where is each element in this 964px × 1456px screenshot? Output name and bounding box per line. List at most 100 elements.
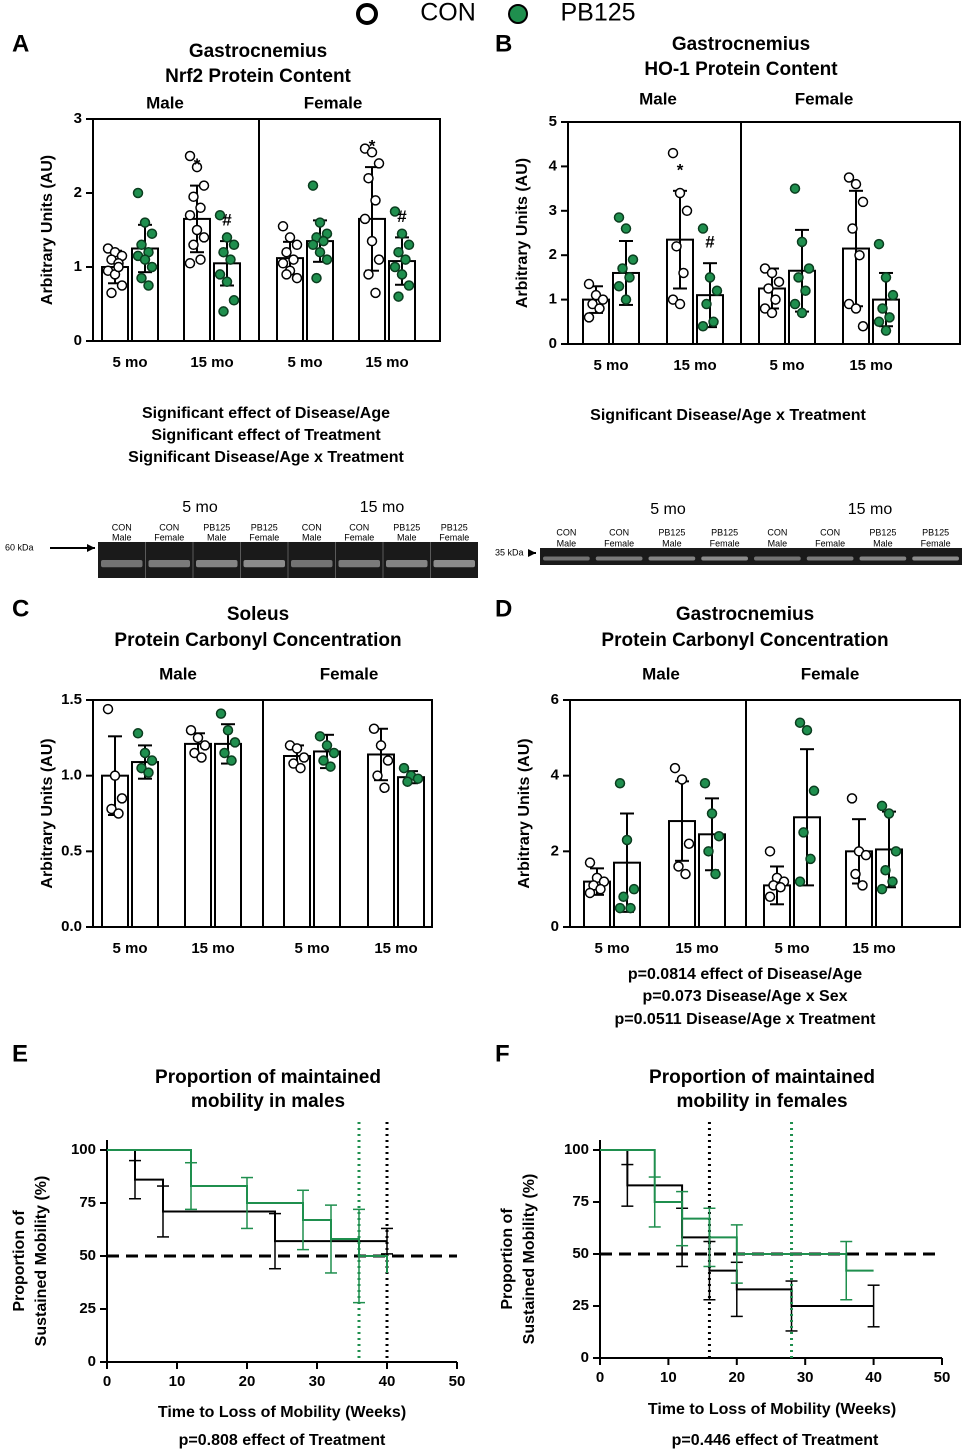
data-point (673, 861, 684, 872)
data-point (613, 212, 625, 223)
data-point (221, 276, 233, 288)
data-point (583, 278, 595, 290)
data-point (228, 295, 240, 306)
y-axis-label: Arbitrary Units (AU) (514, 158, 531, 308)
x-axis-label: Time to Loss of Mobility (Weeks) (648, 1401, 896, 1418)
x-tick-label: 40 (379, 1373, 396, 1390)
plot-frame (92, 118, 441, 342)
y-tick-label: 0 (581, 1349, 589, 1366)
data-point (198, 232, 210, 243)
data-point (314, 217, 326, 228)
x-tick-label: 15 mo (673, 357, 716, 374)
data-point (288, 254, 299, 265)
mw-marker: 35 kDa (495, 547, 524, 557)
data-point (625, 902, 636, 914)
note: p=0.073 Disease/Age x Sex (642, 988, 847, 1005)
chart-title: mobility in males (191, 1091, 345, 1112)
y-tick-label: 1 (74, 258, 82, 275)
chart-title: HO-1 Protein Content (644, 59, 838, 80)
panel-letter: A (12, 30, 29, 57)
data-point (880, 325, 892, 336)
age-label: 15 mo (848, 501, 893, 518)
data-point (876, 800, 888, 812)
chart-title: Proportion of maintained (155, 1067, 381, 1088)
data-point (846, 793, 858, 804)
data-point (671, 241, 682, 252)
x-tick-label: 15 mo (852, 940, 895, 957)
data-point (876, 883, 888, 895)
data-point (363, 172, 374, 184)
chart-title: Gastrocnemius (189, 41, 327, 62)
x-tick-label: 5 mo (112, 940, 147, 957)
lane-label: CON (556, 527, 576, 537)
y-tick-label: 1.0 (61, 767, 82, 784)
lane-label: PB125 (251, 522, 278, 532)
panel-letter: F (495, 1040, 510, 1067)
data-point (284, 232, 296, 243)
age-label: 5 mo (650, 501, 686, 518)
data-point (215, 708, 227, 719)
lane-label: PB125 (869, 527, 896, 537)
data-point (291, 239, 303, 251)
data-point (146, 261, 158, 273)
panel-letter: D (495, 595, 512, 622)
data-point (195, 254, 206, 265)
data-point (798, 827, 809, 838)
y-tick-label: 0.0 (61, 918, 82, 935)
significance-marker: # (705, 233, 715, 252)
data-point (225, 254, 236, 265)
data-point (860, 849, 872, 861)
data-point (281, 269, 292, 280)
data-point (800, 285, 811, 296)
blot-band (754, 556, 801, 561)
lane-label: CON (349, 522, 369, 532)
y-tick-label: 50 (79, 1247, 96, 1264)
x-tick-label: 50 (449, 1373, 466, 1390)
data-point (628, 883, 640, 895)
significance-marker: # (222, 211, 232, 230)
chart-title: Gastrocnemius (672, 34, 810, 55)
blot-band (291, 560, 333, 568)
data-point (676, 774, 688, 785)
blot-band (148, 560, 190, 568)
panel-letter: C (12, 595, 29, 622)
lane-label: Female (344, 532, 374, 542)
data-point (794, 717, 806, 728)
x-tick-label: 15 mo (365, 354, 408, 371)
bar (367, 753, 395, 928)
x-tick-label: 15 mo (190, 354, 233, 371)
data-point (713, 830, 725, 842)
lane-label: Male (662, 538, 682, 548)
data-point (667, 147, 679, 159)
data-point (403, 280, 415, 291)
blot-band (433, 560, 475, 568)
data-point (184, 150, 196, 162)
data-point (196, 752, 207, 763)
bar (131, 761, 159, 929)
data-point (764, 846, 776, 857)
data-point (674, 298, 686, 310)
data-point (298, 752, 310, 763)
lane-label: Male (302, 532, 322, 542)
group-label: Male (642, 664, 680, 683)
y-tick-label: 50 (572, 1245, 589, 1262)
blot-band (543, 556, 590, 561)
lane-label: Male (207, 532, 227, 542)
data-point (683, 838, 695, 850)
data-point (880, 272, 892, 283)
note: Significant effect of Disease/Age (142, 405, 390, 422)
data-point (398, 762, 410, 774)
data-point (222, 725, 234, 736)
data-point (697, 320, 709, 332)
data-point (793, 272, 804, 283)
data-point (363, 269, 374, 280)
lane-label: PB125 (922, 527, 949, 537)
significance-marker: # (397, 207, 407, 226)
x-tick-label: 15 mo (191, 940, 234, 957)
data-point (703, 846, 714, 857)
y-tick-label: 1 (549, 291, 557, 308)
y-tick-label: 25 (572, 1297, 589, 1314)
data-point (139, 254, 151, 265)
data-point (116, 280, 128, 291)
data-point (801, 725, 813, 736)
